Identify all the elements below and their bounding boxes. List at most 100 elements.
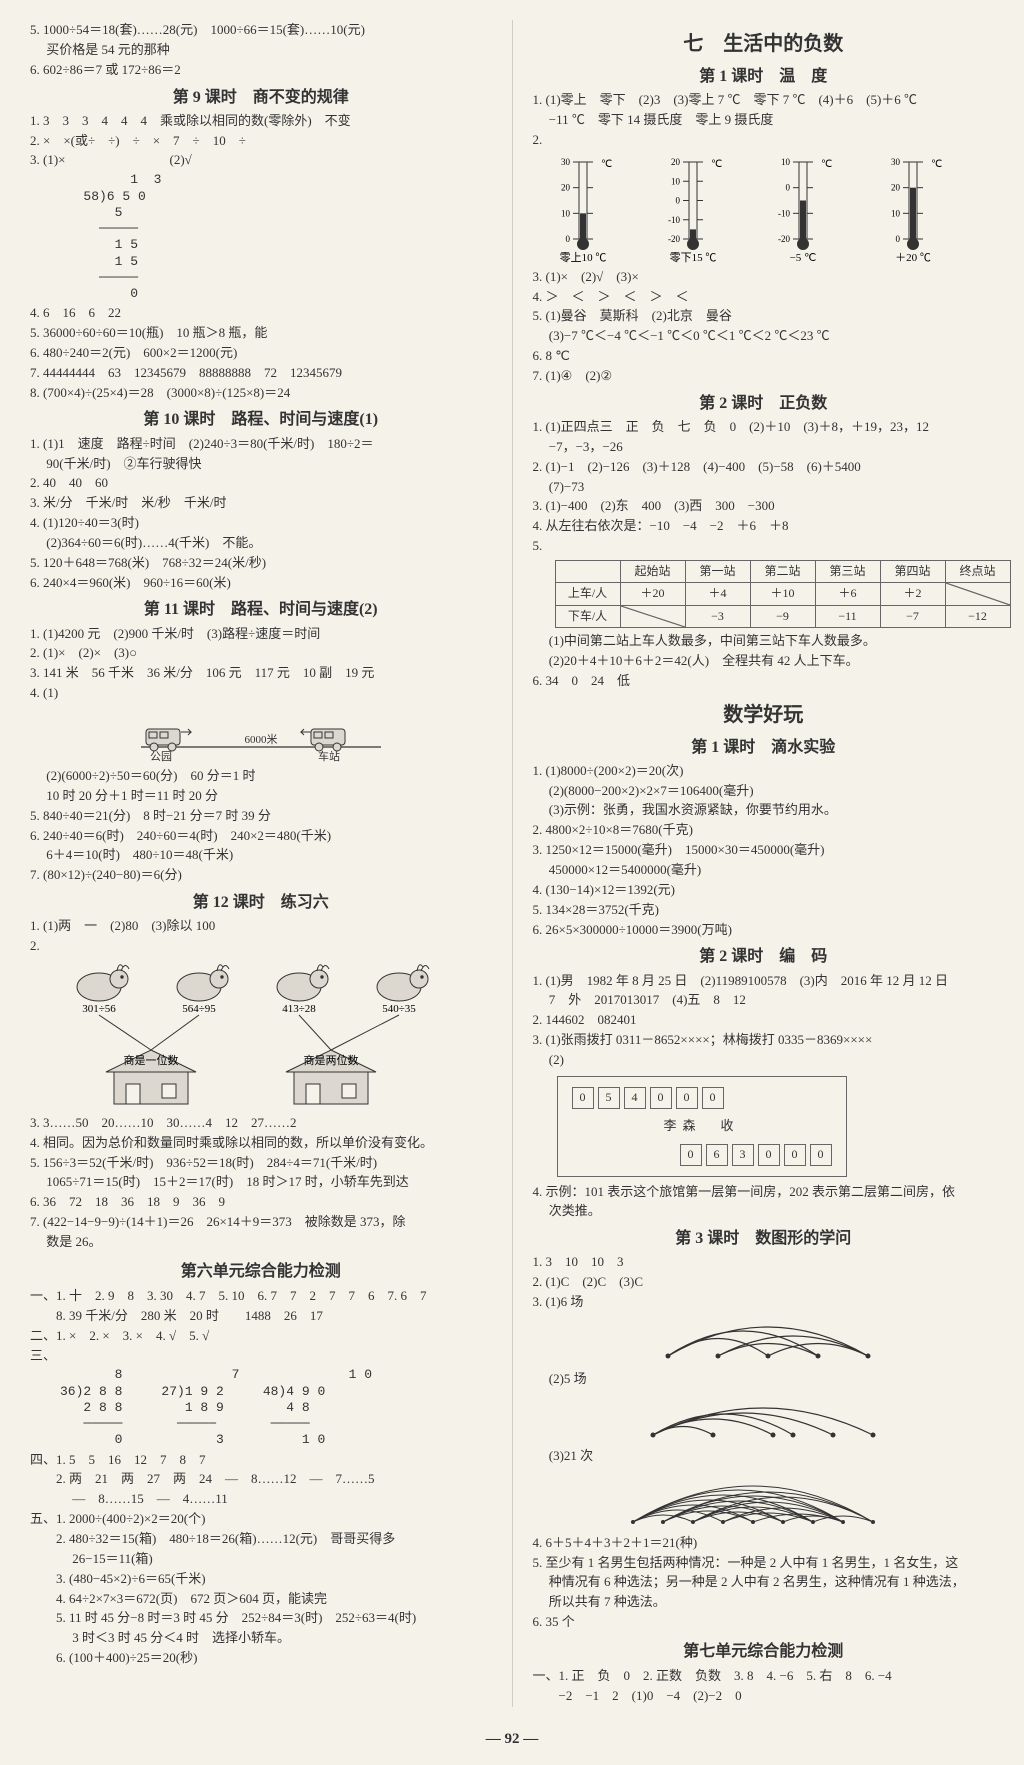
line: 4. ＞ ＜ ＞ ＜ ＞ ＜ [533, 288, 995, 307]
line: 5. 至少有 1 名男生包括两种情况：一种是 2 人中有 1 名男生，1 名女生… [533, 1554, 995, 1573]
line: 1. (1)4200 元 (2)900 千米/时 (3)路程÷速度＝时间 [30, 625, 492, 644]
line: 2. 40 40 60 [30, 474, 492, 493]
long-division-row: 8 7 1 0 36)2 8 8 27)1 9 2 48)4 9 0 2 8 8… [60, 1367, 492, 1448]
line: 2. 480÷32＝15(箱) 480÷18＝26(箱)……12(元) 哥哥买得… [30, 1530, 492, 1549]
line: 四、1. 5 5 16 12 7 8 7 [30, 1451, 492, 1470]
line: 4. 6 16 6 22 [30, 304, 492, 323]
svg-text:20: 20 [561, 182, 571, 192]
line: 5. 36000÷60÷60＝10(瓶) 10 瓶＞8 瓶，能 [30, 324, 492, 343]
line: 1. (1)8000÷(200×2)＝20(次) [533, 762, 995, 781]
line: 5. 1000÷54＝18(套)……28(元) 1000÷66＝15(套)……1… [30, 21, 492, 40]
svg-text:0: 0 [676, 195, 681, 205]
line: 五、1. 2000÷(400÷2)×2＝20(个) [30, 1510, 492, 1529]
line: 3. (480−45×2)÷6＝65(千米) [30, 1570, 492, 1589]
line: 3. (1)× (2)√ [30, 151, 492, 170]
line: (2)5 场 [533, 1370, 995, 1389]
line: 7. (1)④ (2)② [533, 367, 995, 386]
line: 6. 26×5×300000÷10000＝3900(万吨) [533, 921, 995, 940]
page-number-value: 92 [505, 1731, 520, 1747]
thermometer-row: 3020100℃零上10 ℃20100-10-20℃零下15 ℃100-10-2… [543, 154, 983, 264]
line: (2)(8000−200×2)×2×7＝106400(毫升) [533, 782, 995, 801]
line: 6. 36 72 18 36 18 9 36 9 [30, 1193, 492, 1212]
unit6-test-title: 第六单元综合能力检测 [30, 1260, 492, 1283]
zip-row-top: 054000 [572, 1087, 832, 1109]
fun-lesson2-title: 第 2 课时 编 码 [533, 945, 995, 968]
svg-text:10: 10 [781, 157, 791, 167]
line: 2. (1)−1 (2)−126 (3)＋128 (4)−400 (5)−58 … [533, 458, 995, 477]
left-column: 5. 1000÷54＝18(套)……28(元) 1000÷66＝15(套)……1… [30, 20, 492, 1707]
svg-text:＋20 ℃: ＋20 ℃ [895, 252, 931, 264]
line: 6. 480÷240＝2(元) 600×2＝1200(元) [30, 344, 492, 363]
right-column: 七 生活中的负数 第 1 课时 温 度 1. (1)零上 零下 (2)3 (3)… [533, 20, 995, 1707]
line: 4. (130−14)×12＝1392(元) [533, 881, 995, 900]
line: 3. 141 米 56 千米 36 米/分 106 元 117 元 10 副 1… [30, 664, 492, 683]
line: 一、1. 正 负 0 2. 正数 负数 3. 8 4. −6 5. 右 8 6.… [533, 1667, 995, 1686]
line: 5. 11 时 45 分−8 时＝3 时 45 分 252÷84＝3(时) 25… [30, 1609, 492, 1628]
line: (3)−7 ℃＜−4 ℃＜−1 ℃＜0 ℃＜1 ℃＜2 ℃＜23 ℃ [533, 327, 995, 346]
line: 5. 120＋648＝768(米) 768÷32＝24(米/秒) [30, 554, 492, 573]
lesson-12-title: 第 12 课时 练习六 [30, 891, 492, 914]
line: 三、 [30, 1347, 492, 1366]
svg-text:-10: -10 [668, 214, 680, 224]
line: 4. 相同。因为总价和数量同时乘或除以相同的数，所以单价没有变化。 [30, 1134, 492, 1153]
line: 1. (1)两 一 (2)80 (3)除以 100 [30, 917, 492, 936]
line: 一、1. 十 2. 9 8 3. 30 4. 7 5. 10 6. 7 7 2 … [30, 1287, 492, 1306]
line: 5. 134×28＝3752(千克) [533, 901, 995, 920]
line: 6. 602÷86＝7 或 172÷86＝2 [30, 61, 492, 80]
line: 8. 39 千米/分 280 米 20 时 1488 26 17 [30, 1307, 492, 1326]
arc-diagram-7 [613, 1470, 913, 1530]
line: 4. 从左往右依次是：−10 −4 −2 ＋6 ＋8 [533, 517, 995, 536]
lesson-10-title: 第 10 课时 路程、时间与速度(1) [30, 408, 492, 431]
line: 26−15＝11(箱) [30, 1550, 492, 1569]
bus-table: 起始站第一站第二站第三站第四站终点站上车/人＋20＋4＋10＋6＋2下车/人−3… [555, 560, 1011, 628]
line: 7 外 2017013017 (4)五 8 12 [533, 991, 995, 1010]
column-separator [512, 20, 513, 1707]
line: 10 时 20 分＋1 时＝11 时 20 分 [30, 787, 492, 806]
envelope-recipient: 李森 收 [572, 1117, 832, 1136]
line: 3. (1)张雨拨打 0311－8652××××；林梅拨打 0335－8369×… [533, 1031, 995, 1050]
line: 3. (1)× (2)√ (3)× [533, 268, 995, 287]
svg-text:℃: ℃ [931, 159, 942, 170]
line: 6. 34 0 24 低 [533, 672, 995, 691]
line: −2 −1 2 (1)0 −4 (2)−2 0 [533, 1687, 995, 1706]
line: 6. 240÷40＝6(时) 240÷60＝4(时) 240×2＝480(千米) [30, 827, 492, 846]
line: 3. (1)6 场 [533, 1293, 995, 1312]
line: 5. (1)曼谷 莫斯科 (2)北京 曼谷 [533, 307, 995, 326]
svg-text:6000米: 6000米 [244, 733, 277, 746]
line: −7，−3，−26 [533, 438, 995, 457]
line: −11 ℃ 零下 14 摄氏度 零上 9 摄氏度 [533, 111, 995, 130]
line: 6. 8 ℃ [533, 347, 995, 366]
svg-text:车站: 车站 [318, 749, 340, 763]
line: 450000×12＝5400000(毫升) [533, 861, 995, 880]
unit7-lesson2-title: 第 2 课时 正负数 [533, 392, 995, 415]
line: (7)−73 [533, 478, 995, 497]
svg-text:540÷35: 540÷35 [382, 1003, 416, 1015]
unit7-lesson1-title: 第 1 课时 温 度 [533, 65, 995, 88]
svg-text:10: 10 [671, 176, 681, 186]
page-number: — 92 — [0, 1729, 1024, 1751]
line: 次类推。 [533, 1202, 995, 1221]
line: — 8……15 — 4……11 [30, 1490, 492, 1509]
lesson-11-title: 第 11 课时 路程、时间与速度(2) [30, 598, 492, 621]
line: 4. (1) [30, 684, 492, 703]
svg-text:公园: 公园 [150, 750, 172, 763]
line: 4. 示例：101 表示这个旅馆第一层第一间房，202 表示第二层第二间房，依 [533, 1183, 995, 1202]
line: 5. 156÷3＝52(千米/时) 936÷52＝18(时) 284÷4＝71(… [30, 1154, 492, 1173]
line: 1. 3 3 3 4 4 4 乘或除以相同的数(零除外) 不变 [30, 112, 492, 131]
line: 7. 44444444 63 12345679 88888888 72 1234… [30, 364, 492, 383]
line: 2. (1)C (2)C (3)C [533, 1273, 995, 1292]
line: 4. 6＋5＋4＋3＋2＋1＝21(种) [533, 1534, 995, 1553]
line: 1065÷71＝15(时) 15＋2＝17(时) 18 时＞17 时，小轿车先到… [30, 1173, 492, 1192]
line: (2)364÷60＝6(时)……4(千米) 不能。 [30, 534, 492, 553]
line: 2. 两 21 两 27 两 24 — 8……12 — 7……5 [30, 1470, 492, 1489]
line: 7. (80×12)÷(240−80)＝6(分) [30, 866, 492, 885]
line: 2. (1)× (2)× (3)○ [30, 644, 492, 663]
svg-text:413÷28: 413÷28 [282, 1003, 316, 1015]
fun-lesson3-title: 第 3 课时 数图形的学问 [533, 1227, 995, 1250]
line: 3. 3……50 20……10 30……4 12 27……2 [30, 1114, 492, 1133]
line: 8. (700×4)÷(25×4)＝28 (3000×8)÷(125×8)＝24 [30, 384, 492, 403]
line: 二、1. × 2. × 3. × 4. √ 5. √ [30, 1327, 492, 1346]
line: 3. 米/分 千米/时 米/秒 千米/时 [30, 494, 492, 513]
line: 2. 4800×2÷10×8＝7680(千克) [533, 821, 995, 840]
line: 5. [533, 537, 995, 556]
